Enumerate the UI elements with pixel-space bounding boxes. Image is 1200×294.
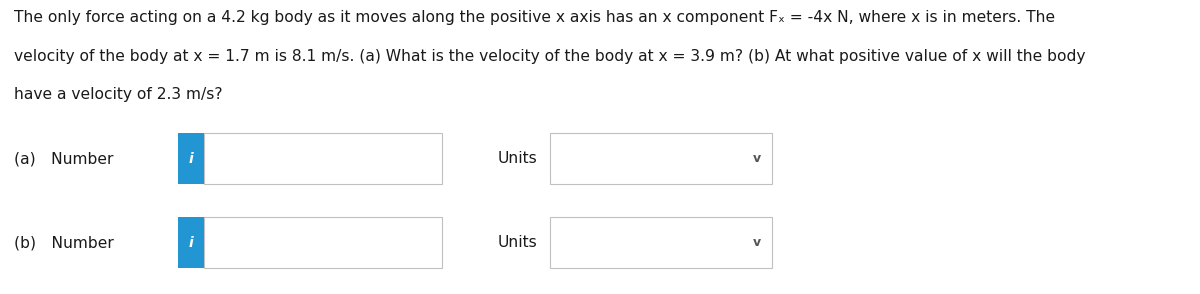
Text: (a) Number: (a) Number [14, 151, 114, 166]
FancyBboxPatch shape [178, 133, 204, 185]
Text: The only force acting on a 4.2 kg body as it moves along the positive x axis has: The only force acting on a 4.2 kg body a… [14, 10, 1056, 25]
Text: velocity of the body at x = 1.7 m is 8.1 m/s. (a) What is the velocity of the bo: velocity of the body at x = 1.7 m is 8.1… [14, 49, 1086, 64]
Text: v: v [754, 236, 761, 249]
Text: i: i [188, 235, 193, 250]
Text: Units: Units [498, 151, 538, 166]
FancyBboxPatch shape [178, 217, 204, 268]
FancyBboxPatch shape [204, 217, 442, 268]
Text: i: i [188, 152, 193, 166]
FancyBboxPatch shape [550, 133, 772, 185]
Text: v: v [754, 152, 761, 165]
FancyBboxPatch shape [204, 133, 442, 185]
Text: Units: Units [498, 235, 538, 250]
Text: have a velocity of 2.3 m/s?: have a velocity of 2.3 m/s? [14, 87, 223, 102]
FancyBboxPatch shape [550, 217, 772, 268]
Text: (b) Number: (b) Number [14, 235, 114, 250]
